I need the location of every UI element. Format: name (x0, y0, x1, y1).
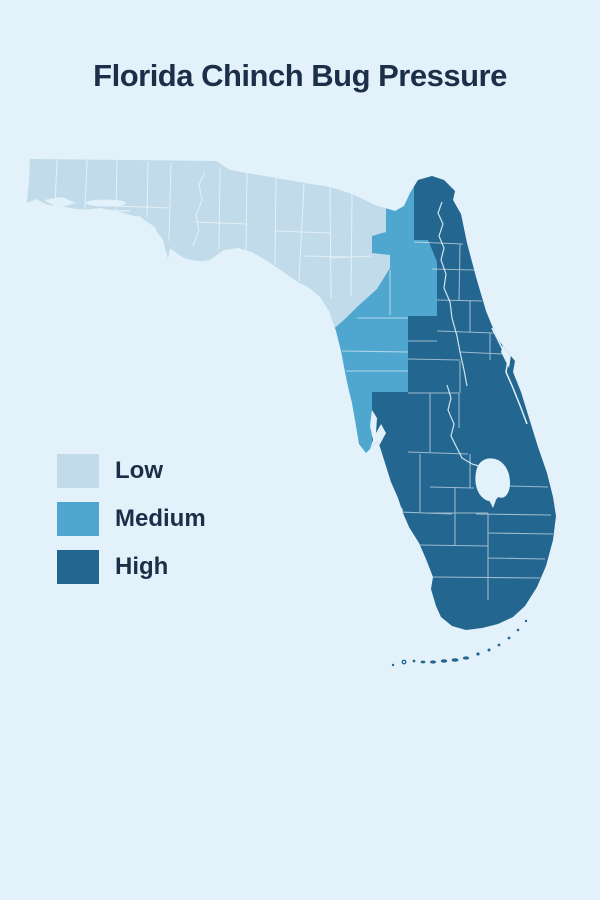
tampa-bay (368, 410, 386, 457)
banana-river (501, 344, 511, 368)
kissimmee-river (446, 384, 480, 467)
indian-river-lagoon (491, 327, 528, 425)
legend-item-high: High (57, 550, 206, 584)
florida-keys (391, 619, 528, 667)
legend: Low Medium High (57, 454, 206, 584)
legend-label-high: High (115, 553, 169, 580)
legend-swatch-low (57, 454, 99, 488)
st-johns-river (437, 201, 468, 387)
legend-item-medium: Medium (57, 502, 206, 536)
legend-item-low: Low (57, 454, 206, 488)
legend-label-low: Low (115, 457, 163, 484)
page-title: Florida Chinch Bug Pressure (93, 58, 507, 93)
choctawhatchee-bay (86, 199, 126, 207)
map-zone-medium (330, 178, 437, 462)
lake-okeechobee (475, 458, 510, 508)
legend-label-medium: Medium (115, 505, 206, 532)
legend-swatch-high (57, 550, 99, 584)
legend-swatch-medium (57, 502, 99, 536)
county-borders (54, 159, 554, 600)
pensacola-bay (44, 197, 76, 208)
